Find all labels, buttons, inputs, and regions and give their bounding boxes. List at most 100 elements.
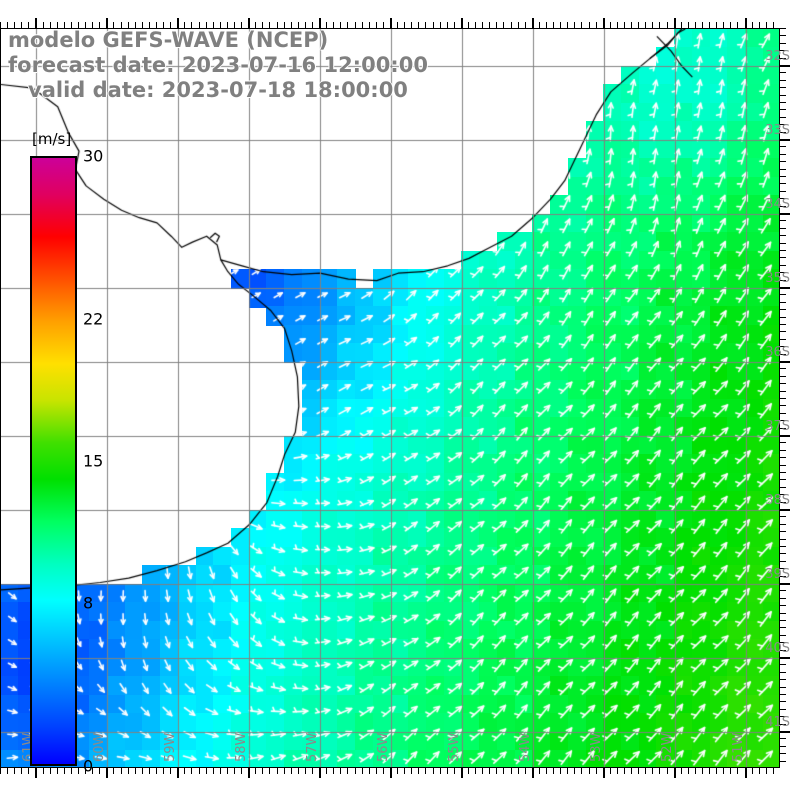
x-axis-tick-top bbox=[298, 22, 299, 28]
x-axis-tick bbox=[397, 768, 398, 774]
y-axis-tick bbox=[780, 339, 786, 340]
x-axis-tick bbox=[596, 768, 597, 774]
x-axis-tick-top bbox=[688, 22, 689, 28]
y-axis-tick bbox=[780, 731, 790, 733]
x-axis-tick-top bbox=[411, 22, 412, 28]
x-axis-tick-top bbox=[716, 22, 717, 28]
x-axis-tick-top bbox=[319, 18, 321, 28]
x-axis-tick bbox=[475, 768, 476, 774]
x-axis-tick-top bbox=[610, 22, 611, 28]
y-axis-tick bbox=[780, 213, 790, 215]
x-axis-tick bbox=[695, 768, 696, 774]
y-axis-tick bbox=[780, 576, 786, 577]
x-axis-tick-top bbox=[128, 22, 129, 28]
x-axis-tick-top bbox=[35, 18, 37, 28]
y-axis-tick bbox=[780, 72, 786, 73]
y-axis-tick bbox=[780, 405, 786, 406]
y-axis-tick bbox=[780, 146, 786, 147]
x-axis-tick bbox=[489, 768, 490, 774]
x-axis-tick-top bbox=[730, 22, 731, 28]
latitude-label: 41S bbox=[765, 715, 790, 730]
y-axis-tick bbox=[780, 679, 786, 680]
x-axis-tick bbox=[752, 768, 753, 774]
x-axis-tick-top bbox=[220, 22, 221, 28]
longitude-label: 58W bbox=[234, 732, 250, 762]
x-axis-tick bbox=[291, 768, 292, 774]
y-axis-tick bbox=[780, 117, 786, 118]
x-axis-tick-top bbox=[156, 22, 157, 28]
y-axis-tick bbox=[780, 620, 786, 621]
latitude-label: 37S bbox=[765, 419, 790, 434]
x-axis-tick bbox=[362, 768, 363, 774]
x-axis-tick-top bbox=[284, 22, 285, 28]
y-axis-tick bbox=[780, 176, 786, 177]
x-axis-tick bbox=[85, 768, 86, 774]
latitude-label: 33S bbox=[765, 123, 790, 138]
y-axis-tick bbox=[780, 450, 786, 451]
longitude-label: 57W bbox=[305, 732, 321, 762]
x-axis-tick bbox=[142, 768, 143, 774]
x-axis-tick-top bbox=[737, 22, 738, 28]
x-axis-tick bbox=[667, 768, 668, 774]
longitude-label: 53W bbox=[588, 732, 604, 762]
x-axis-tick bbox=[411, 768, 412, 774]
x-axis-tick bbox=[355, 768, 356, 774]
y-axis-tick bbox=[780, 124, 786, 125]
latitude-label: 36S bbox=[765, 345, 790, 360]
x-axis-tick-top bbox=[78, 22, 79, 28]
x-axis-tick-top bbox=[383, 22, 384, 28]
x-axis-tick bbox=[652, 768, 653, 774]
x-axis-tick bbox=[312, 768, 313, 774]
x-axis-tick bbox=[390, 768, 392, 778]
y-axis-tick bbox=[780, 650, 786, 651]
x-axis-tick bbox=[177, 768, 179, 778]
x-axis-tick-top bbox=[454, 22, 455, 28]
x-axis-tick bbox=[113, 768, 114, 774]
y-axis-tick bbox=[780, 95, 786, 96]
x-axis-tick bbox=[425, 768, 426, 774]
y-axis-tick bbox=[780, 191, 786, 192]
x-axis-tick-top bbox=[234, 22, 235, 28]
x-axis-tick bbox=[716, 768, 717, 774]
x-axis-tick-top bbox=[135, 22, 136, 28]
x-axis-tick bbox=[447, 768, 448, 774]
x-axis-tick bbox=[156, 768, 157, 774]
x-axis-tick-top bbox=[177, 18, 179, 28]
x-axis-tick-top bbox=[482, 22, 483, 28]
x-axis-tick-top bbox=[652, 22, 653, 28]
x-axis-tick bbox=[50, 768, 51, 774]
x-axis-tick bbox=[723, 768, 724, 774]
x-axis-tick-top bbox=[447, 22, 448, 28]
y-axis-tick bbox=[780, 724, 786, 725]
x-axis-tick bbox=[255, 768, 256, 774]
y-axis-tick bbox=[780, 568, 786, 569]
y-axis-tick bbox=[780, 435, 790, 437]
y-axis-tick bbox=[780, 169, 786, 170]
x-axis-tick bbox=[645, 768, 646, 774]
x-axis-tick-top bbox=[475, 22, 476, 28]
y-axis-tick bbox=[780, 657, 790, 659]
x-axis-tick bbox=[659, 768, 660, 774]
colorbar-tick-label: 22 bbox=[83, 309, 104, 329]
y-axis-tick bbox=[780, 472, 786, 473]
y-axis-tick bbox=[780, 701, 786, 702]
x-axis-tick-top bbox=[553, 22, 554, 28]
x-axis-tick-top bbox=[596, 22, 597, 28]
x-axis-tick bbox=[638, 768, 639, 774]
y-axis-tick bbox=[780, 635, 786, 636]
x-axis-tick-top bbox=[418, 22, 419, 28]
x-axis-tick-top bbox=[113, 22, 114, 28]
y-axis-tick bbox=[780, 346, 786, 347]
y-axis-tick bbox=[780, 487, 786, 488]
x-axis-tick bbox=[284, 768, 285, 774]
x-axis-tick bbox=[298, 768, 299, 774]
x-axis-tick-top bbox=[560, 22, 561, 28]
x-axis-tick bbox=[532, 768, 534, 778]
x-axis-tick-top bbox=[539, 22, 540, 28]
y-axis-tick bbox=[780, 398, 786, 399]
x-axis-tick-top bbox=[206, 22, 207, 28]
x-axis-tick-top bbox=[28, 22, 29, 28]
x-axis-tick-top bbox=[248, 18, 250, 28]
x-axis-tick bbox=[14, 768, 15, 774]
